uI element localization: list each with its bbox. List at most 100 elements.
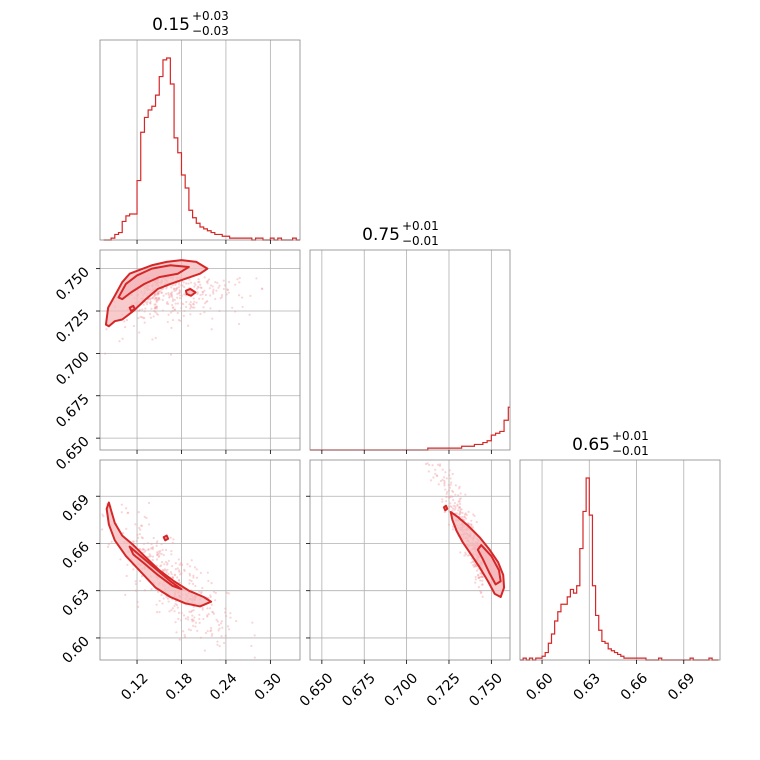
scatter-point-240	[453, 501, 457, 505]
contour-inner	[476, 544, 502, 586]
scatter-point-11	[208, 607, 212, 610]
scatter-point-175	[211, 290, 215, 293]
scatter-point-272	[471, 564, 475, 567]
scatter-point-125	[187, 282, 190, 285]
panel-frame	[99, 459, 301, 661]
scatter-point-368	[451, 528, 455, 531]
scatter-point-252	[228, 280, 231, 284]
scatter-point-33	[138, 526, 141, 530]
x-tick-label-4: 0.750	[466, 670, 506, 710]
scatter-point-14	[183, 293, 186, 296]
scatter-point-189	[171, 607, 174, 610]
scatter-point-217	[154, 303, 157, 306]
scatter-point-63	[260, 287, 264, 290]
scatter-point-238	[195, 301, 198, 304]
scatter-point-348	[424, 451, 426, 453]
panel-title-minus: −0.01	[402, 234, 439, 248]
scatter-point-178	[142, 316, 145, 319]
scatter-point-131	[463, 515, 466, 518]
scatter-point-193	[153, 293, 156, 296]
scatter-point-47	[175, 603, 179, 607]
scatter-point-408	[137, 309, 141, 312]
scatter-point-31	[441, 478, 444, 481]
scatter-point-389	[161, 602, 164, 605]
scatter-point-298	[165, 292, 168, 295]
scatter-point-137	[261, 287, 264, 290]
scatter-point-35	[157, 296, 160, 300]
scatter-point-128	[136, 600, 139, 604]
scatter-point-196	[224, 614, 228, 618]
scatter-point-137	[200, 590, 203, 594]
scatter-point-97	[121, 337, 124, 340]
scatter-point-322	[203, 276, 206, 279]
scatter-point-185	[217, 623, 221, 627]
scatter-point-220	[120, 511, 123, 514]
scatter-point-294	[209, 627, 213, 630]
scatter-point-267	[470, 561, 473, 564]
scatter-point-331	[155, 307, 158, 310]
scatter-point-359	[178, 563, 181, 566]
scatter-point-314	[148, 555, 151, 558]
scatter-point-332	[151, 338, 154, 341]
scatter-point-208	[192, 574, 195, 577]
scatter-point-133	[155, 305, 158, 308]
scatter-point-193	[480, 575, 483, 578]
contour-island-0	[184, 287, 197, 297]
scatter-point-182	[191, 306, 195, 309]
scatter-point-375	[155, 298, 158, 301]
scatter-point-387	[167, 302, 170, 306]
panel-background	[310, 250, 510, 450]
scatter-point-231	[177, 318, 181, 322]
scatter-point-26	[189, 313, 192, 316]
scatter-point-177	[193, 566, 197, 569]
scatter-point-334	[136, 536, 140, 539]
scatter-point-381	[125, 574, 128, 578]
scatter-point-263	[427, 470, 430, 473]
scatter-point-19	[175, 287, 178, 290]
scatter-point-323	[155, 306, 158, 309]
scatter-point-327	[206, 607, 209, 610]
scatter-point-309	[175, 631, 178, 634]
scatter-point-152	[182, 314, 185, 318]
scatter-point-285	[132, 324, 136, 328]
scatter-point-264	[170, 549, 173, 553]
y-tick-label-3: 0.69	[59, 492, 92, 525]
histogram-panel-2: 0.75 +0.01−0.01	[309, 219, 511, 454]
scatter-point-127	[201, 293, 204, 296]
scatter-point-215	[218, 284, 221, 287]
scatter-point-361	[240, 296, 244, 299]
x-tick-label-3: 0.725	[424, 670, 464, 710]
contour-inner	[128, 545, 183, 591]
scatter-point-282	[443, 511, 446, 514]
scatter-point-153	[229, 612, 232, 615]
scatter-point-221	[193, 285, 196, 288]
scatter-point-158	[139, 528, 142, 531]
panel-frame	[309, 459, 511, 661]
scatter-point-64	[160, 288, 163, 291]
scatter-point-192	[134, 580, 137, 583]
scatter-point-279	[206, 629, 209, 633]
scatter-point-142	[125, 318, 129, 322]
scatter-point-317	[207, 278, 211, 281]
scatter-point-145	[141, 537, 144, 540]
scatter-point-165	[171, 306, 174, 310]
scatter-point-272	[175, 287, 178, 290]
scatter-point-124	[156, 291, 159, 295]
scatter-point-319	[479, 589, 482, 593]
scatter-point-339	[155, 541, 158, 545]
scatter-point-213	[157, 550, 160, 553]
scatter-point-263	[138, 532, 141, 536]
scatter-point-31	[219, 622, 223, 625]
scatter-point-93	[160, 291, 163, 294]
scatter-point-144	[204, 631, 208, 635]
scatter-point-202	[155, 300, 158, 304]
scatter-point-413	[95, 499, 97, 501]
scatter-point-162	[474, 578, 477, 581]
scatter-point-25	[160, 561, 164, 564]
scatter-point-377	[183, 569, 186, 572]
scatter-point-233	[463, 554, 466, 557]
scatter-point-60	[156, 293, 159, 296]
scatter-point-307	[150, 307, 153, 310]
scatter-point-23	[173, 289, 176, 293]
scatter-point-22	[481, 583, 484, 586]
